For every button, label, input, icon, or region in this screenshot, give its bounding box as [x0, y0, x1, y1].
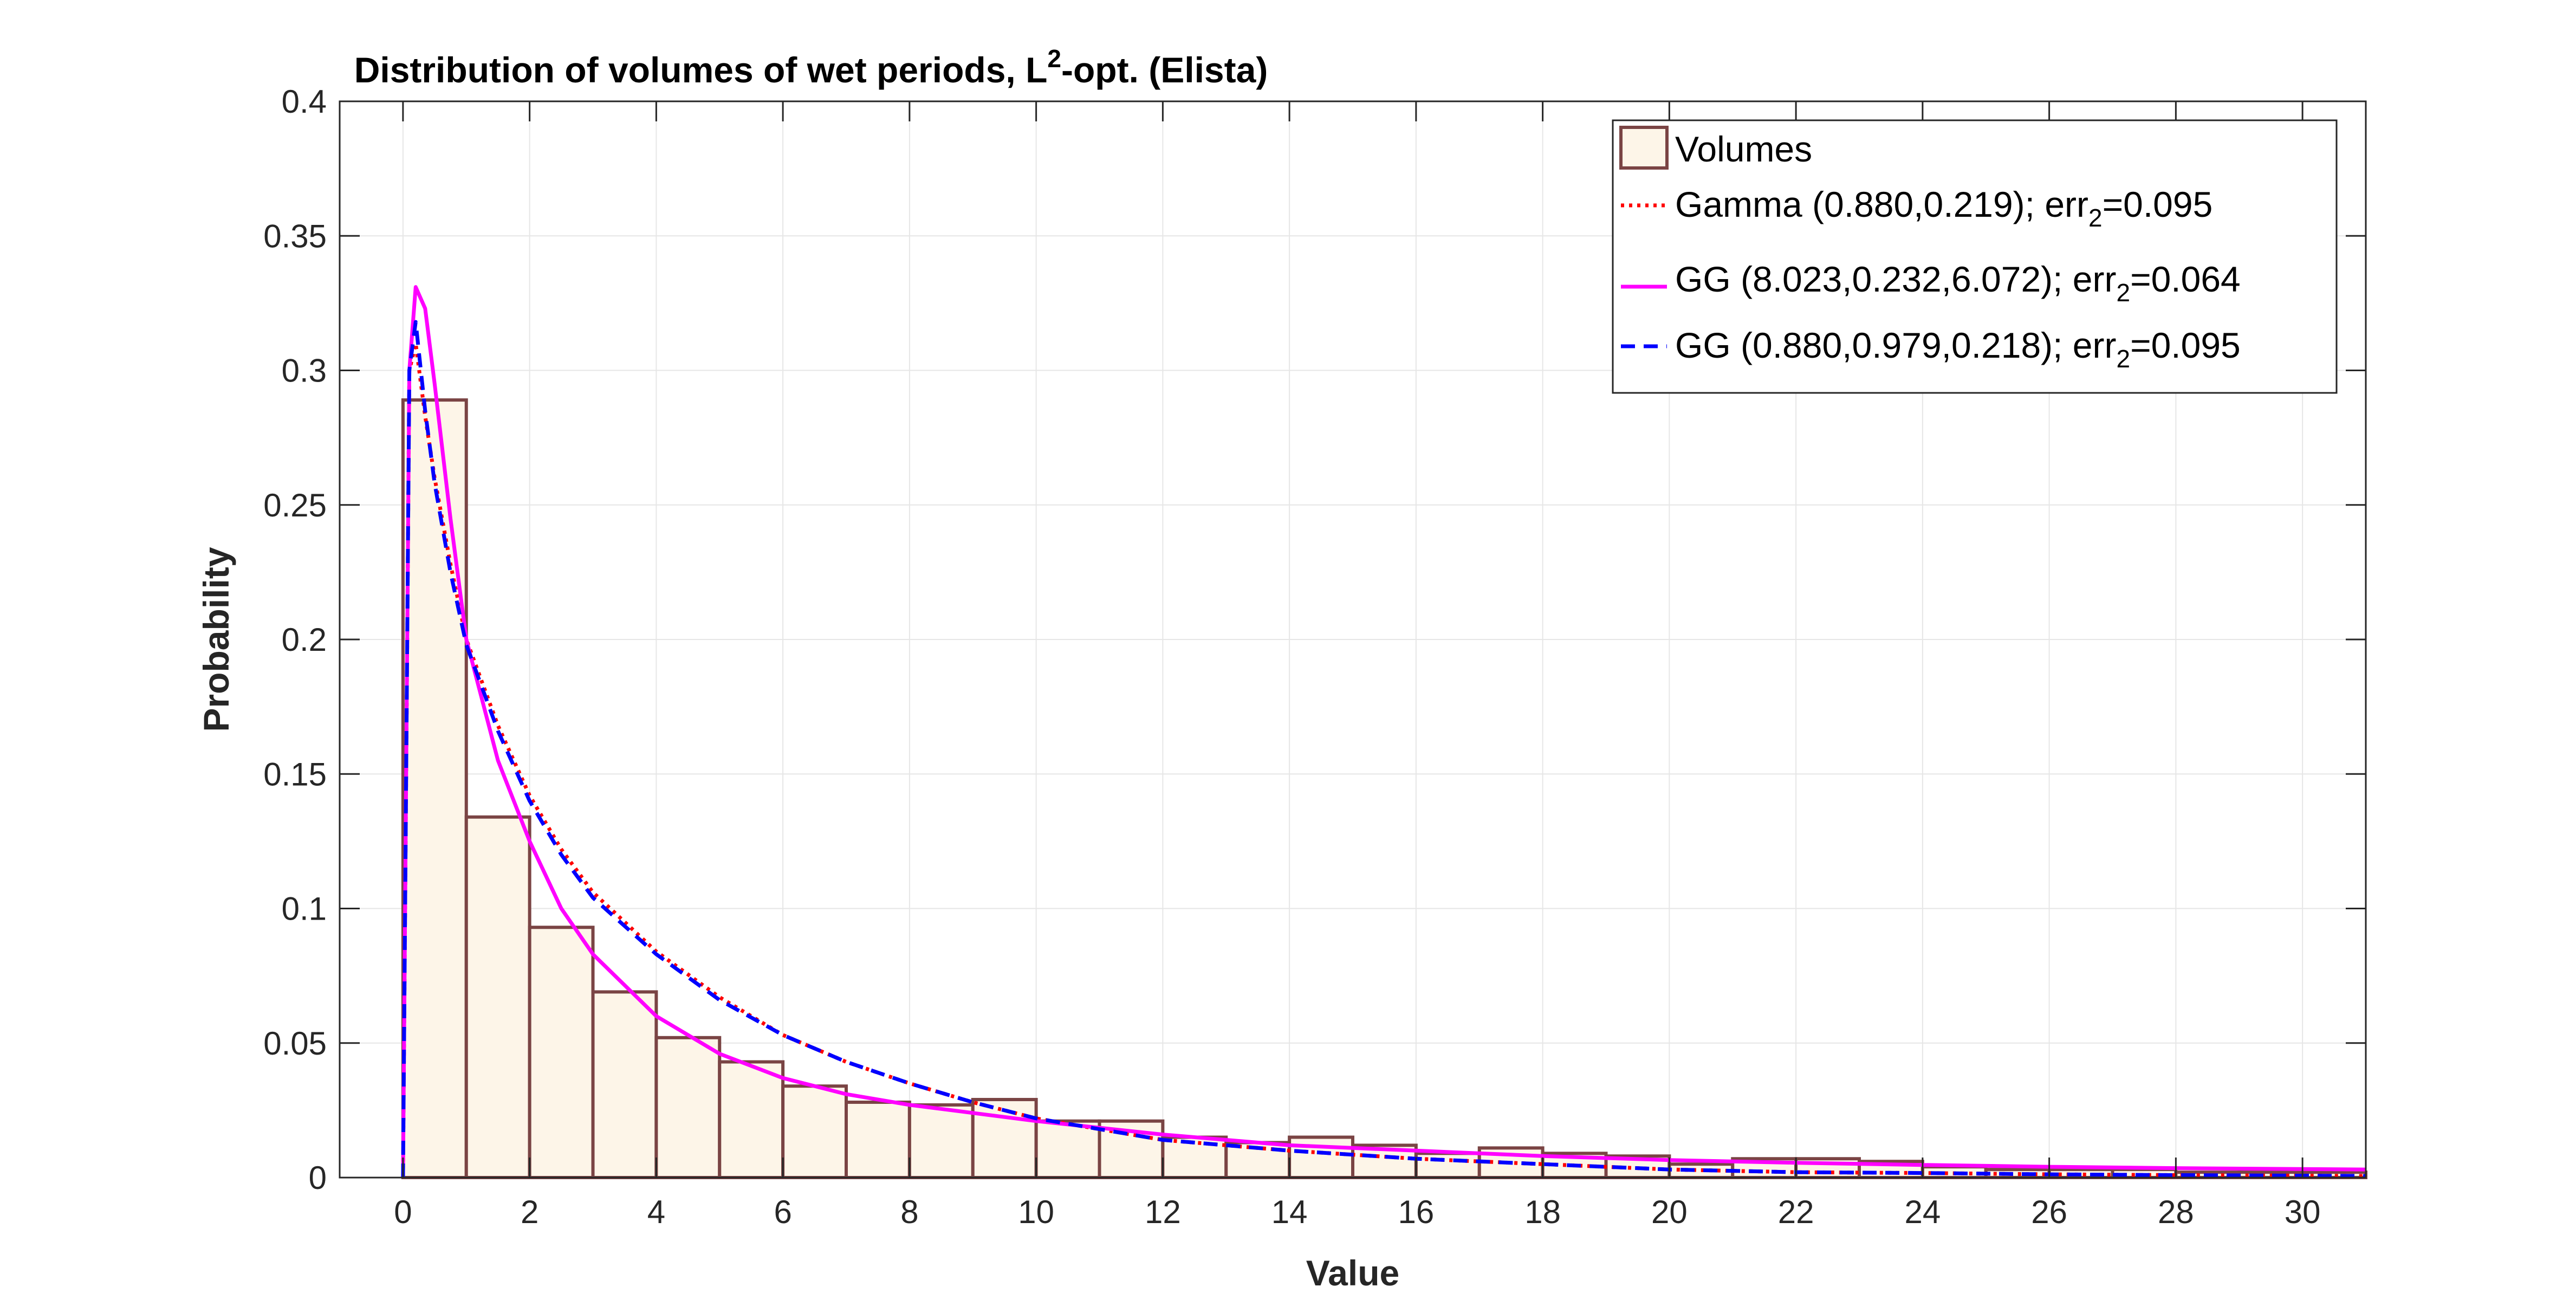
x-tick-label-2: 4 [647, 1194, 665, 1230]
histogram-bar-7 [845, 1100, 911, 1179]
histogram-bar-4 [654, 1036, 722, 1179]
y-tick-label-8: 0.4 [282, 83, 327, 120]
y-axis-label: Probability [196, 547, 236, 732]
x-tick-label-13: 26 [2031, 1194, 2067, 1230]
histogram-bar-14 [1288, 1135, 1354, 1179]
legend-swatch-volumes [1619, 126, 1669, 170]
histogram-bar-8 [907, 1103, 975, 1179]
y-tick-label-7: 0.35 [263, 218, 327, 254]
x-tick-label-7: 14 [1271, 1194, 1308, 1230]
grid-lines [340, 101, 2366, 1178]
x-tick-label-14: 28 [2158, 1194, 2194, 1230]
x-tick-label-12: 24 [1905, 1194, 1941, 1230]
histogram-bar-3 [591, 990, 658, 1180]
histogram-bar-2 [528, 926, 595, 1179]
x-tick-label-6: 12 [1145, 1194, 1181, 1230]
x-tick-label-4: 8 [900, 1194, 918, 1230]
x-axis-label: Value [1306, 1253, 1399, 1293]
histogram-bar-16 [1414, 1152, 1481, 1179]
x-tick-label-1: 2 [521, 1194, 538, 1230]
legend-label-gg-a: GG (8.023,0.232,6.072); err2=0.064 [1675, 259, 2241, 307]
chart-title: Distribution of volumes of wet periods, … [354, 44, 1268, 90]
x-tick-label-9: 18 [1524, 1194, 1561, 1230]
x-tick-label-10: 20 [1651, 1194, 1688, 1230]
x-tick-label-11: 22 [1778, 1194, 1814, 1230]
x-tick-label-3: 6 [774, 1194, 791, 1230]
y-tick-label-0: 0 [309, 1160, 327, 1196]
x-tick-label-8: 16 [1398, 1194, 1435, 1230]
y-tick-label-4: 0.2 [282, 622, 327, 658]
chart-title-superscript: 2 [1047, 44, 1061, 73]
legend-label-volumes: Volumes [1675, 129, 1812, 169]
histogram-bar-6 [781, 1084, 848, 1179]
legend-label-gamma: Gamma (0.880,0.219); err2=0.095 [1675, 184, 2212, 232]
y-tick-label-5: 0.25 [263, 487, 327, 523]
x-tick-label-5: 10 [1018, 1194, 1054, 1230]
y-tick-label-3: 0.15 [263, 756, 327, 792]
legend-label-gg-b: GG (0.880,0.979,0.218); err2=0.095 [1675, 325, 2241, 373]
y-tick-label-2: 0.1 [282, 891, 327, 927]
histogram-bar-5 [718, 1060, 785, 1179]
legend: Volumes Gamma (0.880,0.219); err2=0.095 … [1612, 119, 2338, 394]
series-line-2 [401, 320, 2366, 1178]
axis-ticks: 0 2 4 6 8 10 12 14 16 18 20 22 24 26 28 3000.050.10.150… [263, 83, 2366, 1230]
legend-box [1612, 119, 2338, 394]
histogram-bar-0 [401, 398, 468, 1179]
y-tick-label-6: 0.3 [282, 353, 327, 389]
x-tick-label-0: 0 [394, 1194, 412, 1230]
series-line-1 [401, 285, 2366, 1178]
fit-curves [401, 285, 2366, 1178]
histogram-bar-10 [1034, 1119, 1101, 1180]
y-tick-label-1: 0.05 [263, 1025, 327, 1062]
histogram-bar-1 [464, 815, 531, 1179]
x-tick-label-15: 30 [2285, 1194, 2321, 1230]
